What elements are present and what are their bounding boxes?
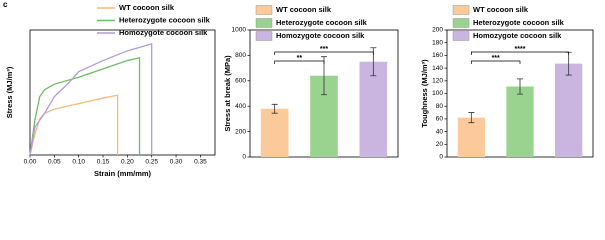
line-series xyxy=(29,94,119,156)
x-tick-label: 0.20 xyxy=(121,159,134,166)
y-tick-label: 200 xyxy=(432,27,443,34)
error-bar xyxy=(468,112,475,124)
x-tick-label: 0.10 xyxy=(72,159,85,166)
error-bar xyxy=(517,78,523,95)
legend-label: WT cocoon silk xyxy=(473,5,529,14)
significance-bracket xyxy=(470,60,521,64)
y-tick-label: 140 xyxy=(432,65,443,72)
significance-bracket xyxy=(274,60,325,64)
legend-label: WT cocoon silk xyxy=(276,5,332,14)
line-series xyxy=(29,56,141,156)
legend-label: Homozygote cocoon silk xyxy=(276,31,365,40)
x-tick-label: 0.05 xyxy=(48,159,61,166)
y-tick-label: 20 xyxy=(436,141,444,148)
y-tick-label: 80 xyxy=(436,103,444,110)
bar xyxy=(260,108,289,157)
significance-label: ** xyxy=(297,55,303,62)
y-axis-title: Stress (MJ/m³) xyxy=(5,66,14,118)
panel-label: c xyxy=(3,0,8,9)
legend-label: Heterozygote cocoon silk xyxy=(473,18,565,27)
legend-swatch xyxy=(452,18,470,28)
legend-swatch xyxy=(452,31,470,41)
significance-label: *** xyxy=(320,46,328,53)
x-axis-title: Strain (mm/mm) xyxy=(94,169,152,178)
x-tick-label: 0.35 xyxy=(194,159,207,166)
y-tick-label: 600 xyxy=(235,78,246,85)
legend-swatch xyxy=(255,5,273,15)
x-tick-label: 0.00 xyxy=(24,159,37,166)
y-tick-label: 1000 xyxy=(232,27,247,34)
x-tick-label: 0.30 xyxy=(170,159,183,166)
error-bar xyxy=(271,103,278,114)
figure: c Stress (MJ/m³) 0.00 0.05 0.10 0.15 0.20 0.25… xyxy=(3,0,594,178)
bar xyxy=(555,63,583,157)
legend-swatch xyxy=(255,31,273,41)
y-tick-label: 200 xyxy=(235,128,246,135)
y-tick-label: 0 xyxy=(242,154,246,161)
y-tick-label: 60 xyxy=(436,116,444,123)
page: c Stress (MJ/m³) 0.00 0.05 0.10 0.15 0.20 0.25… xyxy=(3,0,594,178)
bar xyxy=(359,61,388,157)
y-tick-label: 40 xyxy=(436,128,444,135)
legend-label: Heterozygote cocoon silk xyxy=(119,15,211,24)
legend-swatch xyxy=(255,18,273,28)
x-tick-label: 0.15 xyxy=(97,159,110,166)
plot-frame xyxy=(29,29,216,156)
bar xyxy=(457,117,485,157)
bar xyxy=(506,86,534,157)
significance-label: **** xyxy=(515,46,526,53)
y-tick-label: 0 xyxy=(439,154,443,161)
y-axis-title: Toughness (MJ/m³) xyxy=(420,59,429,128)
legend-label: WT cocoon silk xyxy=(119,3,175,12)
y-axis-title: Stress at break (MPa) xyxy=(223,55,232,132)
significance-label: *** xyxy=(492,55,500,62)
y-tick-label: 120 xyxy=(432,78,443,85)
y-tick-label: 800 xyxy=(235,52,246,59)
significance-bracket xyxy=(274,51,374,55)
legend-label: Homozygote cocoon silk xyxy=(473,31,562,40)
legend-label: Homozygote cocoon silk xyxy=(119,28,208,37)
significance-bracket xyxy=(470,51,570,55)
y-tick-label: 180 xyxy=(432,39,443,46)
x-tick-label: 0.25 xyxy=(145,159,158,166)
y-tick-label: 400 xyxy=(235,103,246,110)
legend-label: Heterozygote cocoon silk xyxy=(276,18,368,27)
legend-swatch xyxy=(452,5,470,15)
y-tick-label: 100 xyxy=(432,90,443,97)
line-series xyxy=(29,43,153,156)
y-tick-label: 160 xyxy=(432,52,443,59)
